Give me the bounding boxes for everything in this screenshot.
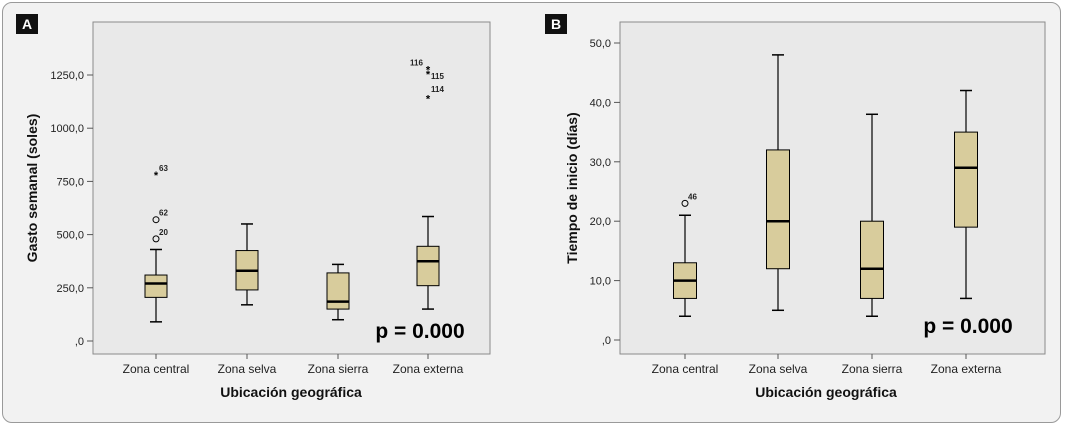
panel-a-box — [327, 273, 349, 309]
panel-b-box — [955, 132, 978, 227]
panel-a-outlier-label: 63 — [159, 164, 168, 173]
panel-a-outlier-label: 114 — [431, 85, 444, 94]
panel-a-y-tick-label: 750,0 — [56, 176, 84, 188]
panel-a-outlier-label: 115 — [431, 72, 444, 81]
panel-b-p-value: p = 0.000 — [923, 315, 1012, 338]
panel-b-x-tick-label: Zona selva — [749, 362, 808, 376]
panel-a-y-tick-label: 1250,0 — [50, 70, 84, 82]
panel-a-x-tick-label: Zona sierra — [308, 362, 369, 376]
panel-b-box — [861, 221, 884, 298]
panel-a-y-tick-label: ,0 — [75, 336, 84, 348]
panel-a-outlier-star: * — [426, 65, 431, 77]
panel-b-y-axis-title: Tiempo de inicio (días) — [564, 112, 580, 263]
panel-b-y-tick-label: 50,0 — [590, 38, 611, 50]
panel-a: A Ubicación geográfica Gasto semanal (so… — [16, 14, 490, 400]
panel-a-x-axis-title: Ubicación geográfica — [220, 384, 362, 400]
panel-a-outlier-label: 116 — [410, 59, 423, 68]
panel-b-label: B — [551, 16, 561, 32]
panel-a-y-tick-label: 1000,0 — [50, 123, 84, 135]
panel-a-x-tick-label: Zona externa — [393, 362, 464, 376]
panel-a-outlier-label: 20 — [159, 228, 168, 237]
panel-a-y-tick-label: 250,0 — [56, 283, 84, 295]
panel-b-x-axis-title: Ubicación geográfica — [755, 384, 897, 400]
panel-a-label: A — [22, 16, 32, 32]
panel-a-box — [417, 246, 439, 285]
figure-canvas: A Ubicación geográfica Gasto semanal (so… — [0, 0, 1065, 427]
panel-b-y-tick-label: 20,0 — [590, 216, 611, 228]
panel-a-x-tick-label: Zona selva — [218, 362, 277, 376]
panel-b-x-tick-label: Zona central — [652, 362, 719, 376]
panel-a-y-axis-title: Gasto semanal (soles) — [24, 114, 40, 263]
panel-a-x-tick-label: Zona central — [123, 362, 190, 376]
panel-b-y-tick-label: 10,0 — [590, 276, 611, 288]
panel-a-y-tick-label: 500,0 — [56, 230, 84, 242]
panel-a-p-value: p = 0.000 — [375, 320, 464, 343]
panel-b-x-tick-label: Zona sierra — [842, 362, 903, 376]
panel-b-y-tick-label: 40,0 — [590, 97, 611, 109]
panel-b-plot-area — [620, 22, 1045, 354]
panel-b-outlier-label: 46 — [688, 192, 697, 201]
panel-b-box — [767, 150, 790, 269]
panel-a-outlier-label: 62 — [159, 209, 168, 218]
panel-a-box — [145, 275, 167, 297]
panel-a-outlier-star: * — [426, 93, 431, 105]
panel-b: B Ubicación geográfica Tiempo de inicio … — [545, 14, 1045, 400]
panel-b-y-tick-label: 30,0 — [590, 157, 611, 169]
panel-b-x-tick-label: Zona externa — [931, 362, 1002, 376]
panel-b-y-tick-label: ,0 — [602, 335, 611, 347]
